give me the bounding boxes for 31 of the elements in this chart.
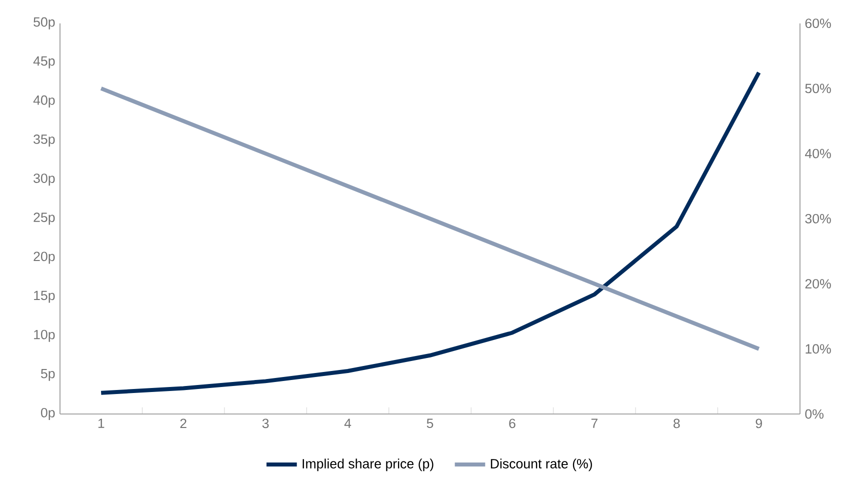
- y2-tick-label: 60%: [805, 18, 831, 28]
- y-tick-label: 5p: [41, 368, 55, 381]
- y-tick-label: 15p: [34, 290, 55, 303]
- y2-tick-label: 50%: [805, 84, 831, 94]
- y-tick-label: 0p: [40, 408, 55, 420]
- y2-tick-label: 10%: [806, 344, 831, 354]
- y-tick-label: 25p: [34, 212, 55, 225]
- y2-tick-label: 20%: [805, 279, 831, 288]
- y-tick-label: 20p: [34, 252, 55, 264]
- legend-label: Implied share price (p): [302, 458, 434, 472]
- line-series: [99, 70, 761, 395]
- y-tick-label: 35p: [34, 134, 55, 147]
- legend-label: Discount rate (%): [490, 458, 592, 472]
- y-tick-label: 45p: [33, 56, 55, 68]
- y2-tick-label: 0%: [805, 409, 824, 419]
- y-tick-label: 10p: [34, 330, 55, 342]
- x-tick-label: 5: [426, 418, 434, 428]
- y2-tick-label: 40%: [805, 148, 831, 158]
- x-tick-label: 9: [756, 418, 762, 428]
- x-tick-label: 3: [262, 418, 269, 428]
- y-tick-label: 30p: [34, 174, 55, 186]
- y2-tick-label: 30%: [805, 214, 831, 224]
- x-tick-label: 7: [591, 418, 598, 428]
- y-tick-label: 40p: [33, 95, 55, 108]
- x-tick-label: 6: [509, 418, 516, 428]
- x-tick-label: 4: [344, 418, 352, 428]
- x-tick-label: 8: [674, 418, 680, 428]
- y-tick-label: 50p: [34, 17, 55, 30]
- line-series: [99, 86, 761, 351]
- x-tick-label: 1: [98, 418, 104, 428]
- x-tick-label: 2: [180, 418, 186, 428]
